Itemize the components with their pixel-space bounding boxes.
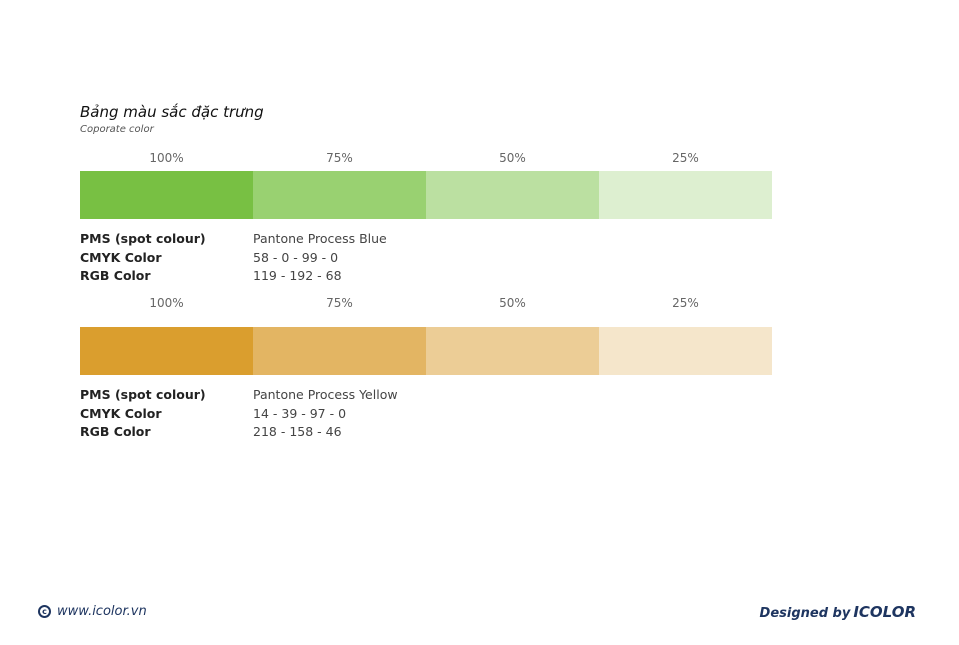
color-swatch-75 — [253, 327, 426, 375]
spec-label: CMYK Color — [80, 249, 162, 265]
swatch-strip — [80, 171, 772, 219]
spec-value: Pantone Process Blue — [253, 231, 387, 246]
spec-label: PMS (spot colour) — [80, 231, 206, 246]
spec-value: 58 - 0 - 99 - 0 — [253, 249, 339, 265]
color-swatch-100 — [80, 327, 253, 375]
tint-percent-labels: 100% 75% 50% 25% — [80, 295, 772, 311]
color-swatch-25 — [599, 327, 772, 375]
spec-row-cmyk: CMYK Color 14 - 39 - 97 - 0 — [80, 405, 772, 424]
spec-value: 218 - 158 - 46 — [253, 424, 342, 439]
color-swatch-75 — [253, 171, 426, 219]
color-swatch-100 — [80, 171, 253, 219]
color-specs: PMS (spot colour) Pantone Process Yellow… — [80, 386, 772, 442]
spec-row-cmyk: CMYK Color 58 - 0 - 99 - 0 — [80, 249, 772, 268]
color-specs: PMS (spot colour) Pantone Process Blue C… — [80, 230, 772, 286]
tint-percent-label: 50% — [499, 296, 526, 310]
spec-row-rgb: RGB Color 218 - 158 - 46 — [80, 423, 772, 442]
footer-website: c www.icolor.vn — [38, 604, 147, 619]
color-swatch-25 — [599, 171, 772, 219]
footer-credit: Designed by ICOLOR — [760, 602, 916, 621]
page-subtitle: Coporate color — [80, 124, 154, 135]
website-link[interactable]: www.icolor.vn — [57, 604, 147, 619]
spec-label: PMS (spot colour) — [80, 387, 206, 402]
tint-percent-labels: 100% 75% 50% 25% — [80, 150, 772, 166]
spec-value: 14 - 39 - 97 - 0 — [253, 405, 347, 421]
tint-percent-label: 25% — [672, 151, 699, 165]
spec-row-pms: PMS (spot colour) Pantone Process Blue — [80, 230, 772, 249]
tint-percent-label: 25% — [672, 296, 699, 310]
designed-by-label: Designed by — [759, 606, 851, 621]
tint-percent-label: 50% — [499, 151, 526, 165]
brand-logo: ICOLOR — [853, 603, 916, 621]
tint-percent-label: 100% — [149, 296, 184, 310]
swatch-strip — [80, 327, 772, 375]
spec-row-rgb: RGB Color 119 - 192 - 68 — [80, 267, 772, 286]
color-swatch-50 — [426, 327, 599, 375]
tint-percent-label: 75% — [326, 151, 353, 165]
spec-label: RGB Color — [80, 424, 151, 439]
spec-label: CMYK Color — [80, 405, 162, 421]
spec-label: RGB Color — [80, 268, 151, 283]
spec-value: 119 - 192 - 68 — [253, 268, 342, 283]
page-title: Bảng màu sắc đặc trưng — [80, 103, 264, 121]
spec-row-pms: PMS (spot colour) Pantone Process Yellow — [80, 386, 772, 405]
copyright-icon: c — [38, 605, 51, 618]
tint-percent-label: 100% — [149, 151, 184, 165]
tint-percent-label: 75% — [326, 296, 353, 310]
color-swatch-50 — [426, 171, 599, 219]
spec-value: Pantone Process Yellow — [253, 387, 398, 402]
